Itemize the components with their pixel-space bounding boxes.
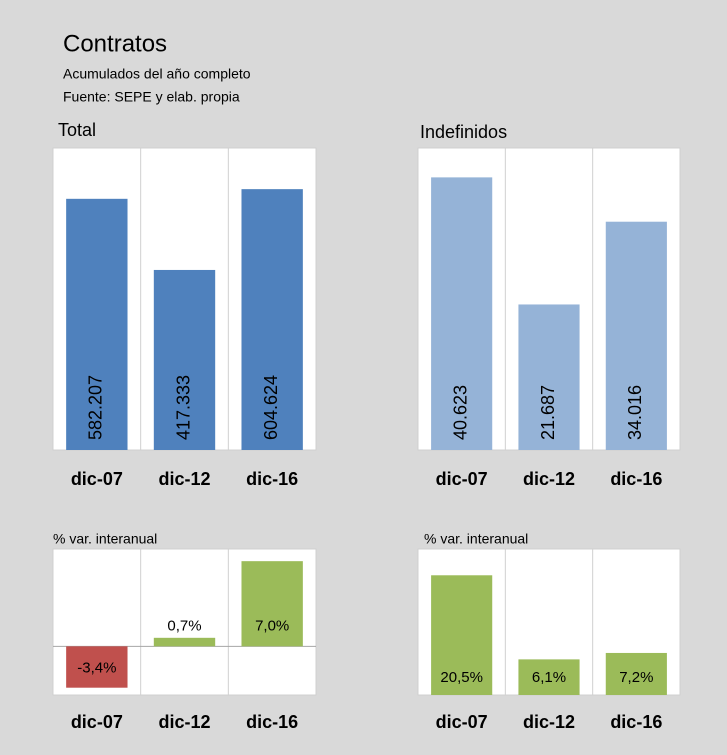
x-tick-label: dic-07 [436,712,488,732]
bar [431,177,493,451]
bar [241,561,303,647]
bar [605,221,667,450]
value-label: 6,1% [532,669,566,686]
x-tick-label: dic-12 [158,469,210,489]
bar [66,646,128,688]
x-tick-label: dic-07 [436,469,488,489]
value-label: 21.687 [538,385,558,440]
bar [241,189,303,450]
bar [518,304,580,450]
value-label: 40.623 [450,385,470,440]
bar [518,659,580,695]
value-label: 417.333 [173,375,193,440]
page-title: Contratos [63,30,167,57]
bar [431,575,493,695]
panel-title: % var. interanual [424,531,528,547]
value-label: 7,0% [255,617,289,634]
x-tick-label: dic-12 [523,469,575,489]
x-tick-label: dic-16 [610,469,662,489]
x-tick-label: dic-16 [246,712,298,732]
x-tick-label: dic-16 [246,469,298,489]
x-tick-label: dic-07 [71,712,123,732]
value-label: 604.624 [261,375,281,440]
subtitle: Acumulados del año completo [63,66,251,82]
panel-title: Indefinidos [420,122,507,142]
value-label: -3,4% [77,659,116,676]
value-label: 7,2% [619,669,653,686]
bar [605,652,667,695]
panel-title: Total [58,120,96,140]
subtitle: Fuente: SEPE y elab. propia [63,89,240,105]
x-tick-label: dic-07 [71,469,123,489]
x-tick-label: dic-16 [610,712,662,732]
bar [66,198,128,450]
value-label: 582.207 [86,375,106,440]
value-label: 0,7% [167,617,201,634]
bar [153,637,216,647]
value-label: 34.016 [625,385,645,440]
value-label: 20,5% [440,669,483,686]
bar [153,269,216,450]
x-tick-label: dic-12 [158,712,210,732]
panel-title: % var. interanual [53,531,157,547]
x-tick-label: dic-12 [523,712,575,732]
